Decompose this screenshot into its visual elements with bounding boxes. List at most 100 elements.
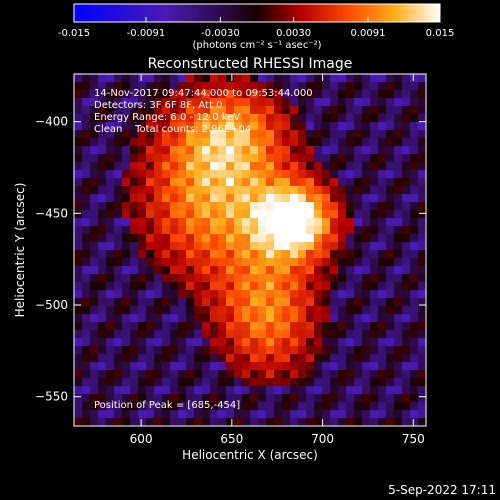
heatmap-cell bbox=[274, 346, 283, 355]
heatmap-cell bbox=[266, 218, 275, 227]
heatmap-cell bbox=[314, 274, 323, 283]
heatmap-cell bbox=[130, 378, 139, 387]
heatmap-cell bbox=[394, 386, 403, 395]
heatmap-cell bbox=[362, 210, 371, 219]
heatmap-cell bbox=[338, 362, 347, 371]
heatmap-cell bbox=[330, 362, 339, 371]
heatmap-cell bbox=[330, 306, 339, 315]
heatmap-cell bbox=[82, 354, 91, 363]
heatmap-cell bbox=[74, 210, 83, 219]
heatmap-cell bbox=[290, 394, 299, 403]
heatmap-cell bbox=[258, 378, 267, 387]
heatmap-cell bbox=[130, 130, 139, 139]
heatmap-cell bbox=[194, 322, 203, 331]
heatmap-cell bbox=[410, 194, 419, 203]
heatmap-cell bbox=[210, 210, 219, 219]
heatmap-cell bbox=[210, 162, 219, 171]
heatmap-cell bbox=[298, 306, 307, 315]
heatmap-cell bbox=[378, 266, 387, 275]
heatmap-cell bbox=[122, 242, 131, 251]
heatmap-cell bbox=[146, 330, 155, 339]
heatmap-cell bbox=[346, 258, 355, 267]
heatmap-cell bbox=[154, 82, 163, 91]
heatmap-cell bbox=[386, 138, 395, 147]
heatmap-cell bbox=[394, 138, 403, 147]
heatmap-cell bbox=[218, 226, 227, 235]
heatmap-cell bbox=[266, 386, 275, 395]
heatmap-cell bbox=[298, 162, 307, 171]
heatmap-cell bbox=[354, 106, 363, 115]
heatmap-cell bbox=[250, 74, 259, 83]
heatmap-cell bbox=[210, 242, 219, 251]
heatmap-cell bbox=[362, 282, 371, 291]
heatmap-cell bbox=[114, 250, 123, 259]
heatmap-cell bbox=[274, 322, 283, 331]
heatmap-cell bbox=[298, 394, 307, 403]
heatmap-cell bbox=[82, 386, 91, 395]
heatmap-cell bbox=[234, 210, 243, 219]
heatmap-cell bbox=[122, 194, 131, 203]
heatmap-cell bbox=[82, 82, 91, 91]
heatmap-cell bbox=[202, 90, 211, 99]
heatmap-cell bbox=[114, 130, 123, 139]
heatmap-cell bbox=[370, 386, 379, 395]
heatmap-cell bbox=[98, 250, 107, 259]
heatmap-cell bbox=[258, 394, 267, 403]
heatmap-cell bbox=[218, 274, 227, 283]
heatmap-cell bbox=[178, 154, 187, 163]
heatmap-cell bbox=[170, 290, 179, 299]
heatmap-cell bbox=[266, 186, 275, 195]
heatmap-cell bbox=[178, 266, 187, 275]
heatmap-cell bbox=[354, 370, 363, 379]
heatmap-cell bbox=[298, 178, 307, 187]
heatmap-cell bbox=[410, 154, 419, 163]
heatmap-cell bbox=[82, 234, 91, 243]
heatmap-cell bbox=[394, 274, 403, 283]
heatmap-cell bbox=[370, 186, 379, 195]
heatmap-cell bbox=[322, 242, 331, 251]
heatmap-cell bbox=[98, 178, 107, 187]
heatmap-cell bbox=[154, 330, 163, 339]
heatmap-cell bbox=[74, 130, 83, 139]
heatmap-cell bbox=[170, 202, 179, 211]
heatmap-cell bbox=[106, 330, 115, 339]
heatmap-cell bbox=[354, 186, 363, 195]
heatmap-cell bbox=[98, 130, 107, 139]
heatmap-cell bbox=[170, 378, 179, 387]
heatmap-cell bbox=[330, 186, 339, 195]
heatmap-cell bbox=[394, 234, 403, 243]
heatmap-cell bbox=[226, 418, 235, 426]
heatmap-cell bbox=[202, 282, 211, 291]
heatmap-cell bbox=[122, 98, 131, 107]
heatmap-cell bbox=[122, 386, 131, 395]
heatmap-cell bbox=[98, 418, 107, 426]
heatmap-cell bbox=[354, 402, 363, 411]
heatmap-cell bbox=[146, 298, 155, 307]
heatmap-cell bbox=[90, 210, 99, 219]
heatmap-cell bbox=[370, 98, 379, 107]
heatmap-cell bbox=[338, 346, 347, 355]
heatmap-cell bbox=[258, 154, 267, 163]
heatmap-cell bbox=[218, 250, 227, 259]
heatmap-cell bbox=[218, 194, 227, 203]
heatmap-cell bbox=[170, 194, 179, 203]
heatmap-cell bbox=[194, 194, 203, 203]
heatmap-cell bbox=[354, 138, 363, 147]
heatmap-cell bbox=[298, 330, 307, 339]
heatmap-cell bbox=[186, 98, 195, 107]
heatmap-cell bbox=[98, 98, 107, 107]
heatmap-cell bbox=[354, 210, 363, 219]
heatmap-cell bbox=[250, 186, 259, 195]
heatmap-cell bbox=[378, 330, 387, 339]
heatmap-cell bbox=[338, 314, 347, 323]
heatmap-cell bbox=[330, 378, 339, 387]
heatmap-cell bbox=[90, 362, 99, 371]
heatmap-cell bbox=[386, 338, 395, 347]
heatmap-cell bbox=[298, 418, 307, 426]
heatmap-cell bbox=[338, 306, 347, 315]
heatmap-cell bbox=[178, 226, 187, 235]
heatmap-cell bbox=[242, 202, 251, 211]
heatmap-cell bbox=[362, 338, 371, 347]
heatmap-cell bbox=[386, 322, 395, 331]
heatmap-cell bbox=[122, 138, 131, 147]
